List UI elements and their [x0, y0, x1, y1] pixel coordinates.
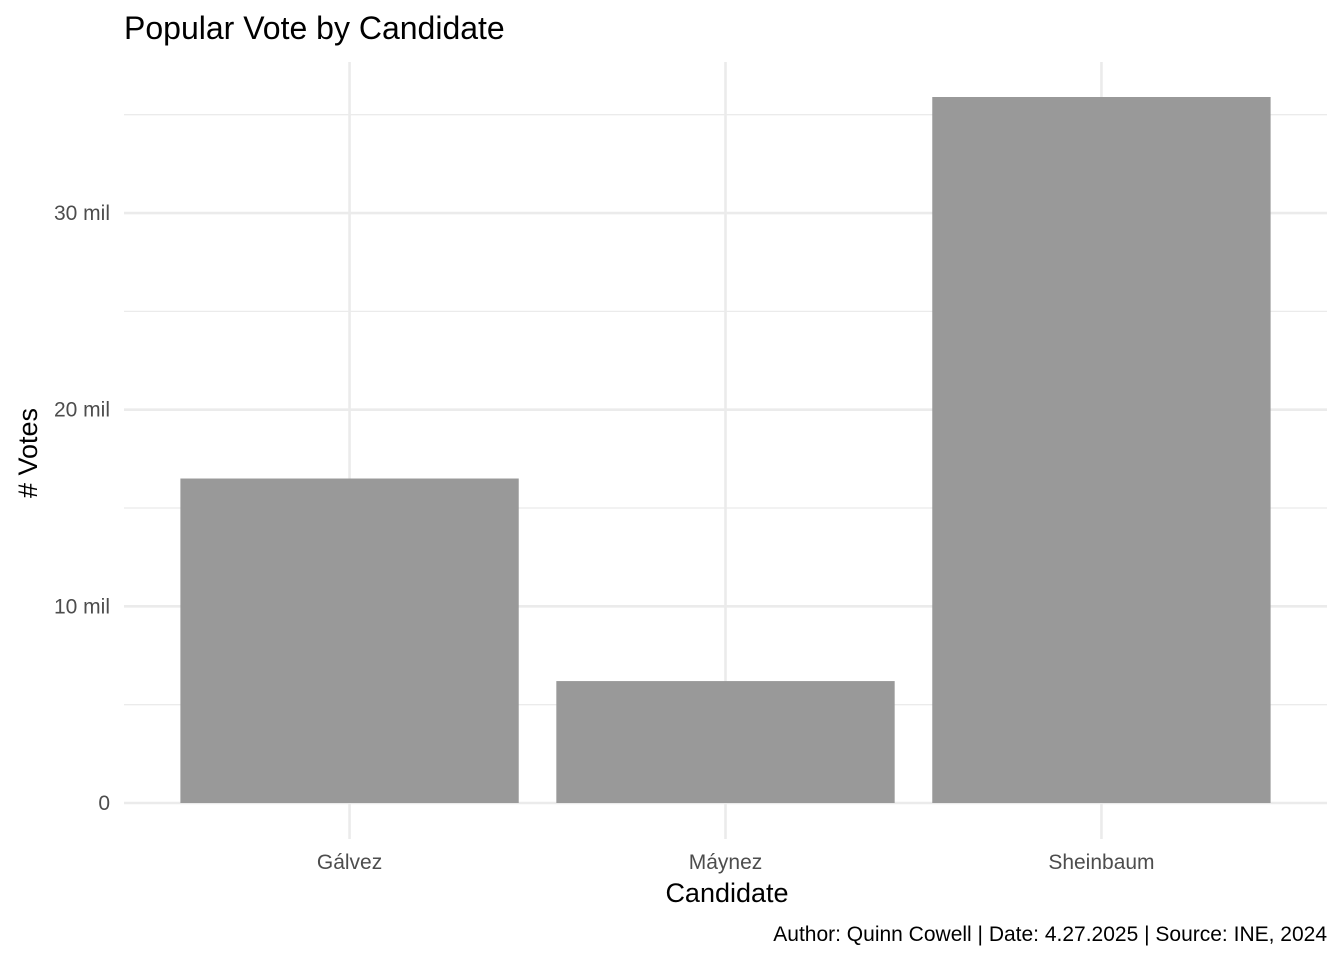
chart-title: Popular Vote by Candidate [124, 10, 505, 46]
x-axis-title: Candidate [665, 878, 788, 908]
y-axis-ticks: 0 10 mil 20 mil 30 mil [54, 202, 110, 815]
y-tick-label: 20 mil [54, 399, 110, 422]
y-tick-label: 30 mil [54, 202, 110, 225]
bar-m-ynez [556, 681, 895, 803]
y-tick-label: 0 [98, 792, 110, 815]
x-tick-label: Sheinbaum [1048, 851, 1154, 874]
bars [180, 97, 1271, 803]
chart-caption: Author: Quinn Cowell | Date: 4.27.2025 |… [773, 923, 1327, 946]
y-axis-title: # Votes [13, 408, 43, 498]
x-tick-label: Gálvez [317, 851, 382, 874]
y-tick-label: 10 mil [54, 595, 110, 618]
bar-sheinbaum [932, 97, 1271, 803]
bar-g-lvez [180, 478, 519, 803]
x-tick-label: Máynez [689, 851, 763, 874]
x-axis-ticks: Gálvez Máynez Sheinbaum [317, 851, 1155, 874]
